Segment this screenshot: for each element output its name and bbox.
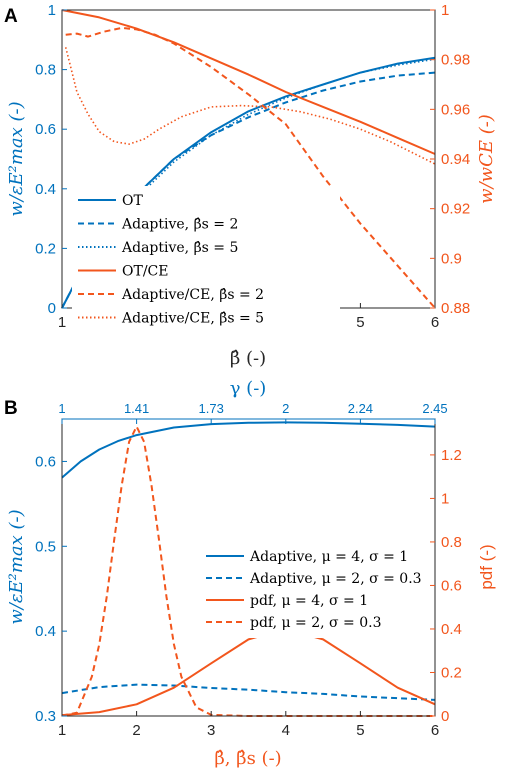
x-tick-label: 4	[282, 722, 290, 739]
legend-label: Adaptive/CE, β̂s = 5	[121, 311, 264, 327]
right-y-tick-label: 0.9	[441, 250, 462, 267]
x-tick-label: 2	[132, 722, 140, 739]
left-y-tick-label: 0.5	[35, 538, 56, 555]
panel-b-legend: Adaptive, μ = 4, σ = 1 Adaptive, μ = 2, σ…	[200, 542, 422, 638]
legend-label: Adaptive, β̂s = 5	[121, 240, 238, 256]
top-x-tick-label: 2.45	[422, 401, 447, 416]
right-y-tick-label: 0	[441, 708, 449, 725]
top-x-tick-label: 1.41	[124, 401, 149, 416]
legend-box	[200, 542, 398, 638]
x-tick-label: 1	[58, 314, 66, 331]
right-y-tick-label: 0.4	[441, 621, 462, 638]
right-y-tick-label: 0.8	[441, 534, 462, 551]
left-y-tick-label: 0.3	[35, 708, 56, 725]
x-tick-label: 5	[356, 722, 364, 739]
left-y-tick-label: 0.4	[35, 623, 56, 640]
x-tick-label: 3	[207, 722, 215, 739]
x-tick-label: 6	[431, 314, 439, 331]
left-y-tick-label: 0	[48, 300, 56, 317]
legend-label: Adaptive, μ = 2, σ = 0.3	[249, 571, 422, 587]
x-tick-label: 6	[431, 722, 439, 739]
series-line-4	[61, 9, 436, 155]
series-line-5	[65, 26, 436, 309]
right-y-tick-label: 0.92	[441, 201, 470, 218]
panel-a-x-axis-label: β̂ (-)	[230, 348, 266, 369]
top-x-tick-label: 1.73	[199, 401, 224, 416]
panel-b-ticks: 1 2 3 4 5 6 0.3 0.4 0.5 0.6 0 0.2 0.4 0.6 0.8 1 1.2 1 1.41…	[35, 401, 462, 739]
panel-b-x-axis-label: β̂, β̂s (-)	[214, 748, 281, 769]
right-y-tick-label: 0.88	[441, 300, 470, 317]
right-y-tick-label: 1.2	[441, 447, 462, 464]
legend-label: pdf, μ = 2, σ = 0.3	[250, 615, 382, 631]
top-x-tick-label: 1	[58, 401, 65, 416]
left-y-tick-label: 1	[48, 2, 56, 19]
left-y-tick-label: 0.6	[35, 453, 56, 470]
left-y-tick-label: 0.8	[35, 62, 56, 79]
legend-label: Adaptive, β̂s = 2	[121, 217, 238, 233]
legend-label: OT/CE	[122, 264, 168, 280]
panel-b: 1 2 3 4 5 6 0.3 0.4 0.5 0.6 0 0.2 0.4 0.6 0.8 1 1.2 1 1.41…	[6, 378, 496, 769]
legend-label: Adaptive, μ = 4, σ = 1	[249, 549, 408, 565]
left-y-tick-label: 0.6	[35, 121, 56, 138]
legend-box	[72, 186, 340, 330]
panel-label-b: B	[4, 398, 18, 419]
right-y-tick-label: 0.94	[441, 151, 470, 168]
right-y-tick-label: 0.6	[441, 577, 462, 594]
legend-label: OT	[122, 193, 143, 209]
panel-b-left-axis-label: w/εE²max (-)	[6, 509, 27, 624]
series-line-6	[64, 47, 436, 165]
right-y-tick-label: 0.2	[441, 664, 462, 681]
series-line-1	[61, 421, 436, 479]
x-tick-label: 1	[58, 722, 66, 739]
right-y-tick-label: 1	[441, 2, 449, 19]
panel-label-a: A	[4, 6, 18, 27]
left-y-tick-label: 0.2	[35, 240, 56, 257]
right-y-tick-label: 1	[441, 490, 449, 507]
legend-label: pdf, μ = 4, σ = 1	[250, 593, 368, 609]
panel-a: 12345600.20.40.60.810.880.90.920.940.960…	[6, 2, 497, 369]
series-line-2	[61, 683, 436, 701]
series-line-3	[61, 628, 436, 717]
right-y-tick-label: 0.98	[441, 52, 470, 69]
panel-b-top-axis-label: γ (-)	[230, 378, 267, 399]
panel-b-right-axis-label: pdf (-)	[477, 544, 496, 589]
x-tick-label: 5	[356, 314, 364, 331]
panel-a-right-axis-label: w/wCE (-)	[476, 114, 497, 204]
right-y-tick-label: 0.96	[441, 101, 470, 118]
top-x-tick-label: 2.24	[348, 401, 373, 416]
left-y-tick-label: 0.4	[35, 181, 56, 198]
panel-a-legend: OT Adaptive, β̂s = 2 Adaptive, β̂s = 5 OT/C…	[72, 186, 340, 330]
top-x-tick-label: 2	[282, 401, 289, 416]
panel-a-left-axis-label: w/εE²max (-)	[6, 101, 27, 216]
legend-label: Adaptive/CE, β̂s = 2	[121, 287, 264, 303]
